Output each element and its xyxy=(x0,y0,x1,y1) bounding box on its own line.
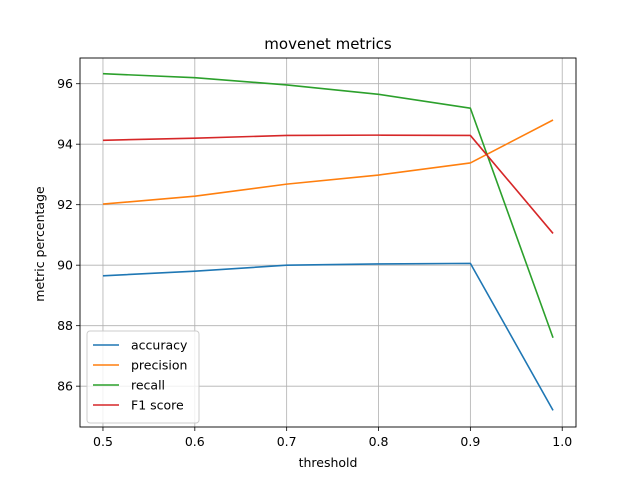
y-tick-label: 94 xyxy=(57,137,73,152)
legend: accuracy precision recall F1 score xyxy=(86,330,200,424)
x-tick-label: 0.6 xyxy=(185,434,205,449)
series-line-accuracy xyxy=(102,262,554,411)
legend-label-recall: recall xyxy=(131,378,165,393)
legend-label-accuracy: accuracy xyxy=(131,338,188,353)
plot-frame xyxy=(79,57,577,428)
y-tick-label: 86 xyxy=(57,379,73,394)
x-tick-label: 0.8 xyxy=(369,434,389,449)
x-tick-label: 0.7 xyxy=(277,434,297,449)
series-line-recall xyxy=(102,72,554,339)
series-line-f1-score xyxy=(102,134,554,234)
legend-label-precision: precision xyxy=(131,358,187,373)
y-tick-label: 96 xyxy=(57,76,73,91)
chart-title: movenet metrics xyxy=(264,35,392,53)
x-axis-label: threshold xyxy=(299,455,358,470)
grid xyxy=(80,58,576,427)
y-tick-label: 88 xyxy=(57,318,73,333)
series-line-precision xyxy=(102,119,554,205)
legend-frame xyxy=(86,330,200,424)
y-axis-label: metric percentage xyxy=(32,186,47,302)
y-tick-label: 92 xyxy=(57,197,73,212)
axis-ticks: 0.5 0.6 0.7 0.8 0.9 1.0 86 88 90 92 94 96 xyxy=(57,76,572,449)
legend-label-f1-score: F1 score xyxy=(131,398,184,413)
x-tick-label: 0.5 xyxy=(93,434,113,449)
x-tick-label: 0.9 xyxy=(460,434,480,449)
series-lines xyxy=(102,72,554,411)
y-tick-label: 90 xyxy=(57,258,73,273)
x-tick-label: 1.0 xyxy=(552,434,572,449)
